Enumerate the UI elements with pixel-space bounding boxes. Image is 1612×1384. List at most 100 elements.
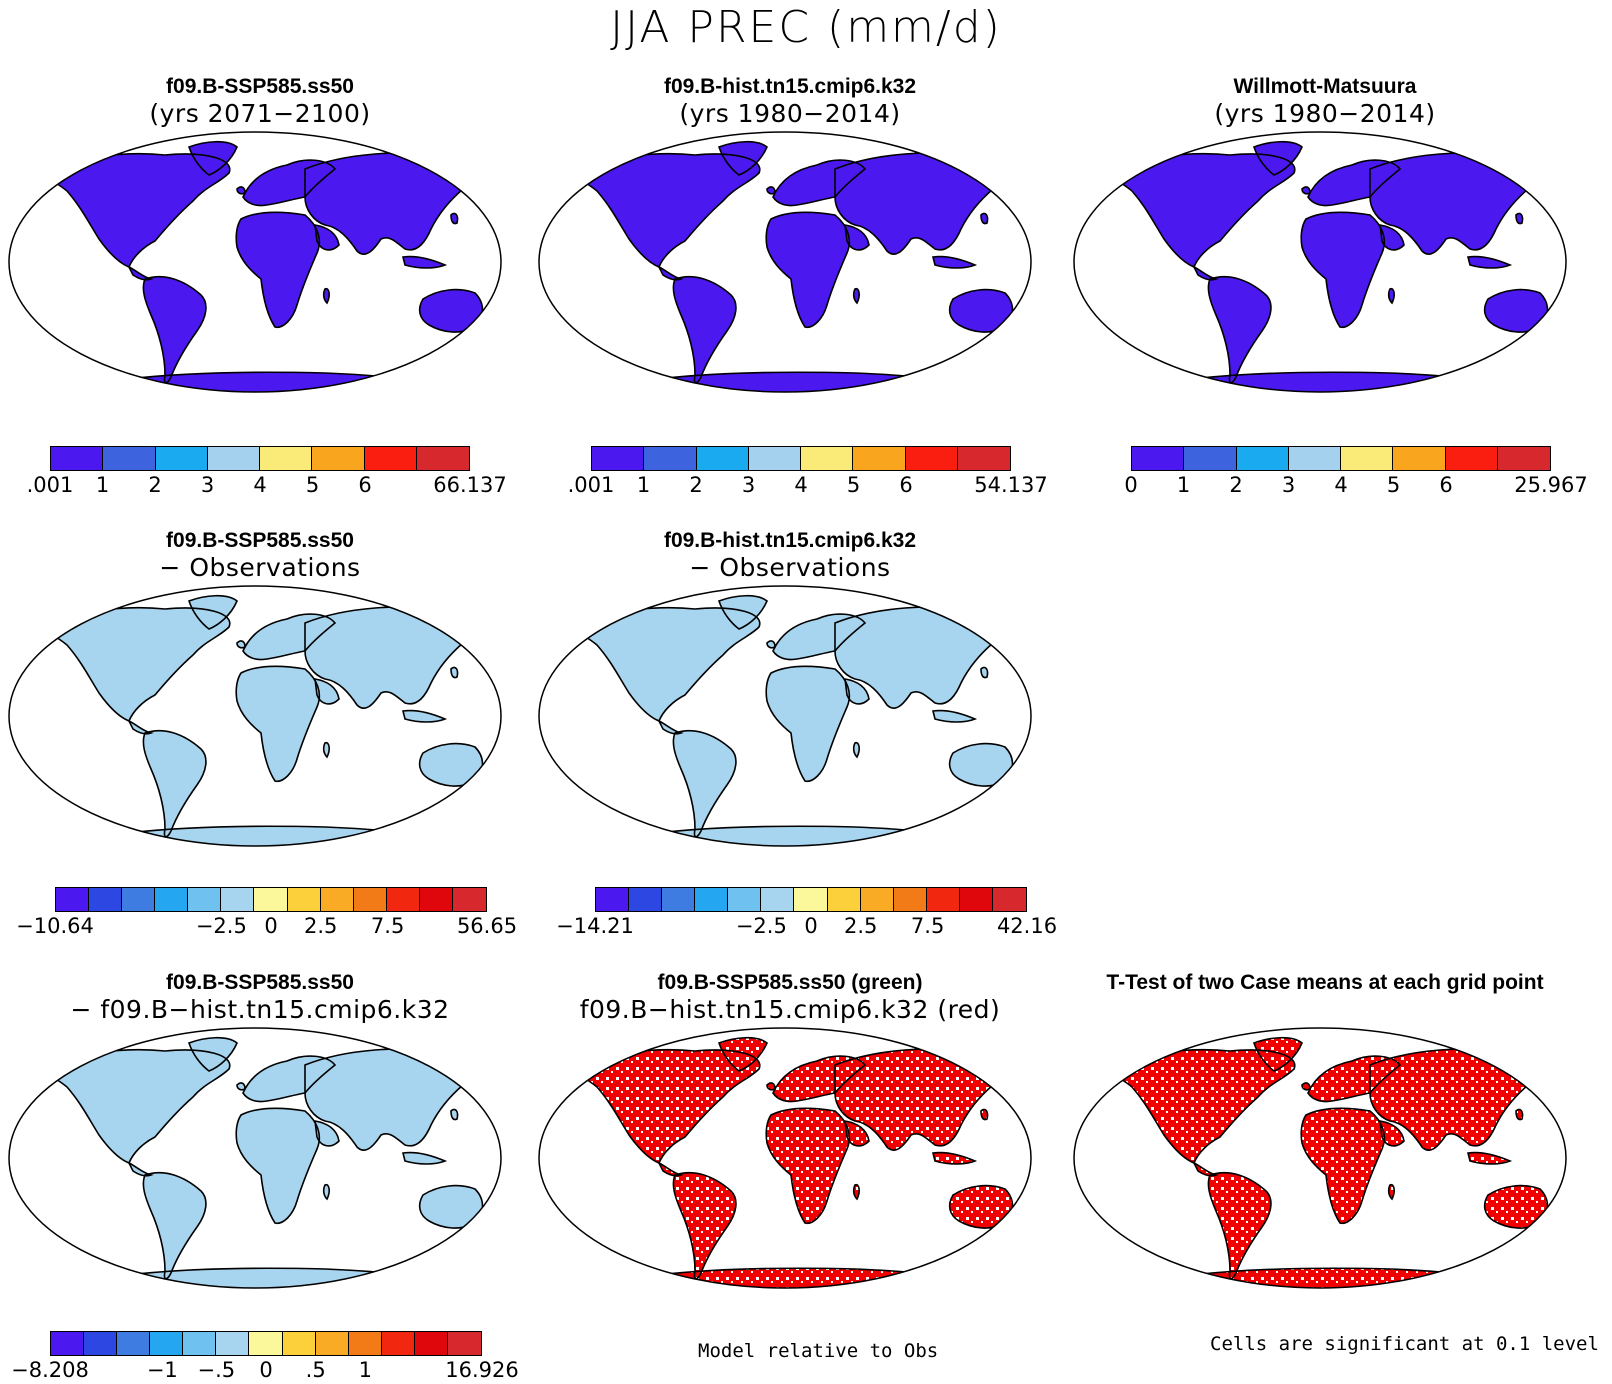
panel-subtitle: − f09.B−hist.tn15.cmip6.k32 [70, 995, 450, 1024]
world-map [1073, 1027, 1567, 1289]
colorbar-swatch [1393, 447, 1446, 470]
colorbar-swatch [353, 888, 387, 911]
colorbar-swatch [957, 447, 1010, 470]
colorbar-label: −10.64 [16, 914, 94, 938]
colorbar-swatch [1341, 447, 1394, 470]
colorbar-swatch [662, 888, 696, 911]
colorbar-label: 2 [148, 473, 162, 497]
colorbar-swatch [794, 888, 828, 911]
colorbar-swatch [315, 1332, 349, 1355]
colorbar-swatch [216, 1332, 250, 1355]
colorbar-swatch [103, 447, 156, 470]
colorbar-swatch [260, 447, 313, 470]
colorbar-swatch [827, 888, 861, 911]
colorbar-label: 7.5 [370, 914, 405, 938]
panel-subtitle [1070, 995, 1580, 1025]
colorbar-swatch [312, 447, 365, 470]
colorbar-label: 5 [305, 473, 320, 497]
colorbar-label: .001 [567, 473, 615, 497]
colorbar-label: 3 [741, 473, 756, 497]
colorbar-swatch [860, 888, 894, 911]
colorbar-swatch [419, 888, 453, 911]
colorbar-label: 4 [253, 473, 267, 497]
map-panel: f09.B-SSP585.ss50 − f09.B−hist.tn15.cmip… [5, 970, 515, 1291]
colorbar-label: 6 [899, 473, 913, 497]
colorbar-swatch [1497, 447, 1550, 470]
figure-title: JJA PREC (mm/d) [610, 2, 1002, 53]
colorbar-swatch [249, 1332, 283, 1355]
panel-title: f09.B-SSP585.ss50 (green) [657, 971, 923, 994]
colorbar-swatch [150, 1332, 184, 1355]
map-panel: f09.B-hist.tn15.cmip6.k32 (yrs 1980−2014… [535, 74, 1045, 395]
panel-title: f09.B-SSP585.ss50 [166, 75, 354, 98]
colorbar-swatch [853, 447, 906, 470]
colorbar-swatch [905, 447, 958, 470]
colorbar-label: 6 [358, 473, 372, 497]
colorbar-swatch [416, 447, 469, 470]
colorbar-label: 25.967 [1514, 473, 1588, 497]
colorbar-swatch [629, 888, 663, 911]
colorbar-swatch [287, 888, 321, 911]
panel-subtitle: (yrs 1980−2014) [1214, 99, 1436, 128]
colorbar-swatch [414, 1332, 448, 1355]
world-map [8, 585, 502, 847]
colorbar-swatch [1132, 447, 1185, 470]
colorbar-swatch [381, 1332, 415, 1355]
colorbar-swatch [386, 888, 420, 911]
panel-title: f09.B-hist.tn15.cmip6.k32 [663, 529, 917, 552]
colorbar-label: −14.21 [556, 914, 634, 938]
colorbar-label: 0 [264, 914, 278, 938]
colorbar-swatch [51, 447, 104, 470]
map-panel: f09.B-hist.tn15.cmip6.k32 − Observations [535, 528, 1045, 849]
colorbar-label: 2 [1229, 473, 1243, 497]
map-panel: T-Test of two Case means at each grid po… [1070, 970, 1580, 1291]
colorbar-swatch [761, 888, 795, 911]
colorbar-swatch [893, 888, 927, 911]
colorbar-label: −2.5 [195, 914, 247, 938]
colorbar-label: 0 [804, 914, 818, 938]
colorbar-label: 66.137 [433, 473, 507, 497]
panel-subtitle: (yrs 2071−2100) [149, 99, 371, 128]
colorbar-swatch [254, 888, 288, 911]
panel-subtitle: (yrs 1980−2014) [679, 99, 901, 128]
panel-title: f09.B-hist.tn15.cmip6.k32 [663, 75, 917, 98]
colorbar-label: 1 [636, 473, 651, 497]
model-relative-note: Model relative to Obs [698, 1340, 939, 1362]
colorbar-swatch [155, 447, 208, 470]
colorbar-swatch [117, 1332, 151, 1355]
colorbar-label: 7.5 [910, 914, 945, 938]
world-map [538, 1027, 1032, 1289]
colorbar-swatch [364, 447, 417, 470]
colorbar-swatch [644, 447, 697, 470]
colorbar-label: 1 [95, 473, 110, 497]
world-map [8, 131, 502, 393]
colorbar-swatch [282, 1332, 316, 1355]
colorbar-swatch [801, 447, 854, 470]
colorbar-label: 4 [794, 473, 808, 497]
colorbar-label: .5 [305, 1358, 326, 1382]
colorbar-label: 16.926 [445, 1358, 519, 1382]
colorbar-swatch [122, 888, 156, 911]
colorbar-swatch [592, 447, 645, 470]
panel-title: f09.B-SSP585.ss50 [166, 529, 354, 552]
colorbar-swatch [992, 888, 1027, 911]
colorbar-label: −.5 [197, 1358, 236, 1382]
colorbar-label: 2.5 [843, 914, 878, 938]
colorbar-swatch [155, 888, 189, 911]
colorbar-label: −8.208 [11, 1358, 89, 1382]
colorbar-label: 56.65 [456, 914, 518, 938]
colorbar-label: 6 [1439, 473, 1453, 497]
colorbar-label: 3 [200, 473, 215, 497]
colorbar-swatch [1184, 447, 1237, 470]
colorbar-swatch [348, 1332, 382, 1355]
colorbar-label: 0 [1124, 473, 1138, 497]
colorbar-label: 5 [846, 473, 861, 497]
colorbar-swatch [728, 888, 762, 911]
colorbar-swatch [695, 888, 729, 911]
colorbar-swatch [596, 888, 630, 911]
colorbar-label: 0 [259, 1358, 273, 1382]
colorbar-label: 4 [1334, 473, 1348, 497]
panel-title: T-Test of two Case means at each grid po… [1106, 971, 1544, 994]
colorbar-swatch [320, 888, 354, 911]
colorbar-swatch [183, 1332, 217, 1355]
